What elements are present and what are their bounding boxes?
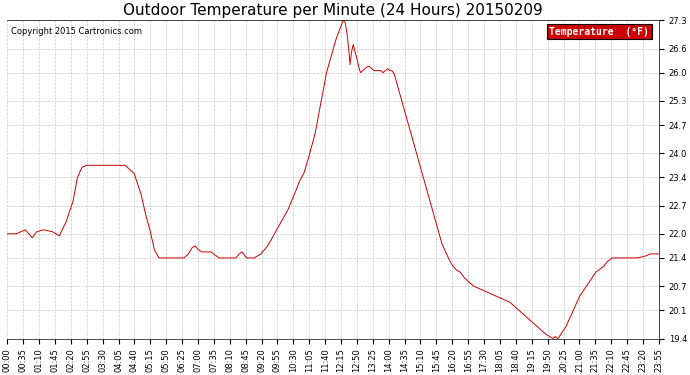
Title: Outdoor Temperature per Minute (24 Hours) 20150209: Outdoor Temperature per Minute (24 Hours…	[124, 3, 543, 18]
Text: Temperature  (°F): Temperature (°F)	[549, 27, 649, 37]
Text: Copyright 2015 Cartronics.com: Copyright 2015 Cartronics.com	[10, 27, 141, 36]
